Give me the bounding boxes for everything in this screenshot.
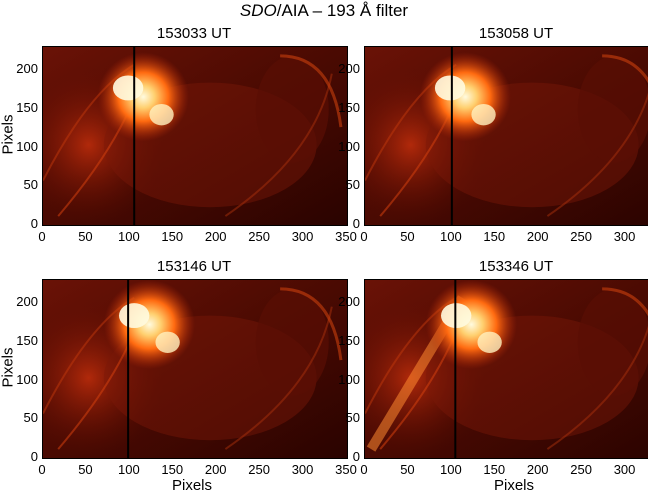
y-tick-label: 0 [30,449,38,464]
title-filter: /AIA – 193 Å filter [276,1,409,20]
x-tick-label: 150 [161,462,184,477]
x-tick-label: 50 [400,462,415,477]
y-tick-label: 50 [345,177,360,193]
y-axis-label: Pixels [0,114,17,155]
x-tick-label: 300 [291,229,314,244]
x-tick-label: 350 [335,462,357,477]
y-tick-label: 0 [30,216,38,231]
y-tick-label: 100 [16,138,38,154]
y-tick-label: 0 [352,449,360,464]
x-tick-label: 200 [526,229,549,244]
y-tick-label: 50 [345,410,360,426]
y-axis-label: Pixels [0,347,17,388]
y-tick-label: 100 [338,138,360,154]
panel-time-label: 153058 UT [478,25,554,42]
x-tick-label: 150 [483,462,506,477]
x-axis-label: Pixels [172,477,213,494]
figure-title: SDO/AIA – 193 Å filter [0,1,648,21]
solar-image [364,279,648,459]
x-tick-label: 200 [204,462,227,477]
panel-time-label: 153033 UT [156,25,232,42]
y-tick-label: 200 [16,294,38,310]
x-tick-label: 0 [360,462,368,477]
x-tick-label: 200 [204,229,227,244]
x-tick-label: 50 [78,229,93,244]
y-tick-label: 150 [16,99,38,115]
panel-time-label: 153346 UT [478,258,554,275]
y-tick-label: 100 [16,371,38,387]
x-tick-label: 100 [439,229,462,244]
x-tick-label: 200 [526,462,549,477]
x-tick-label: 100 [117,462,140,477]
x-tick-label: 100 [117,229,140,244]
y-tick-label: 0 [352,216,360,231]
solar-image [42,279,348,459]
x-tick-label: 0 [38,229,46,244]
x-tick-label: 50 [78,462,93,477]
y-tick-label: 50 [23,410,38,426]
y-tick-label: 150 [16,332,38,348]
y-tick-label: 150 [338,99,360,115]
y-tick-label: 200 [338,61,360,77]
y-tick-label: 200 [338,294,360,310]
x-tick-label: 300 [291,462,314,477]
x-tick-label: 150 [483,229,506,244]
panel-time-label: 153146 UT [156,258,232,275]
solar-image [364,46,648,226]
x-tick-label: 300 [613,462,636,477]
x-tick-label: 350 [335,229,357,244]
title-instrument: SDO [239,1,277,20]
x-tick-label: 250 [248,229,270,244]
y-tick-label: 50 [23,177,38,193]
y-tick-label: 150 [338,332,360,348]
x-axis-label: Pixels [494,477,535,494]
solar-image [42,46,348,226]
x-tick-label: 100 [439,462,462,477]
y-tick-label: 100 [338,371,360,387]
x-tick-label: 0 [360,229,368,244]
x-tick-label: 250 [248,462,270,477]
x-tick-label: 300 [613,229,636,244]
x-tick-label: 150 [161,229,184,244]
y-tick-label: 200 [16,61,38,77]
x-tick-label: 250 [570,462,592,477]
x-tick-label: 0 [38,462,46,477]
x-tick-label: 50 [400,229,415,244]
x-tick-label: 250 [570,229,592,244]
